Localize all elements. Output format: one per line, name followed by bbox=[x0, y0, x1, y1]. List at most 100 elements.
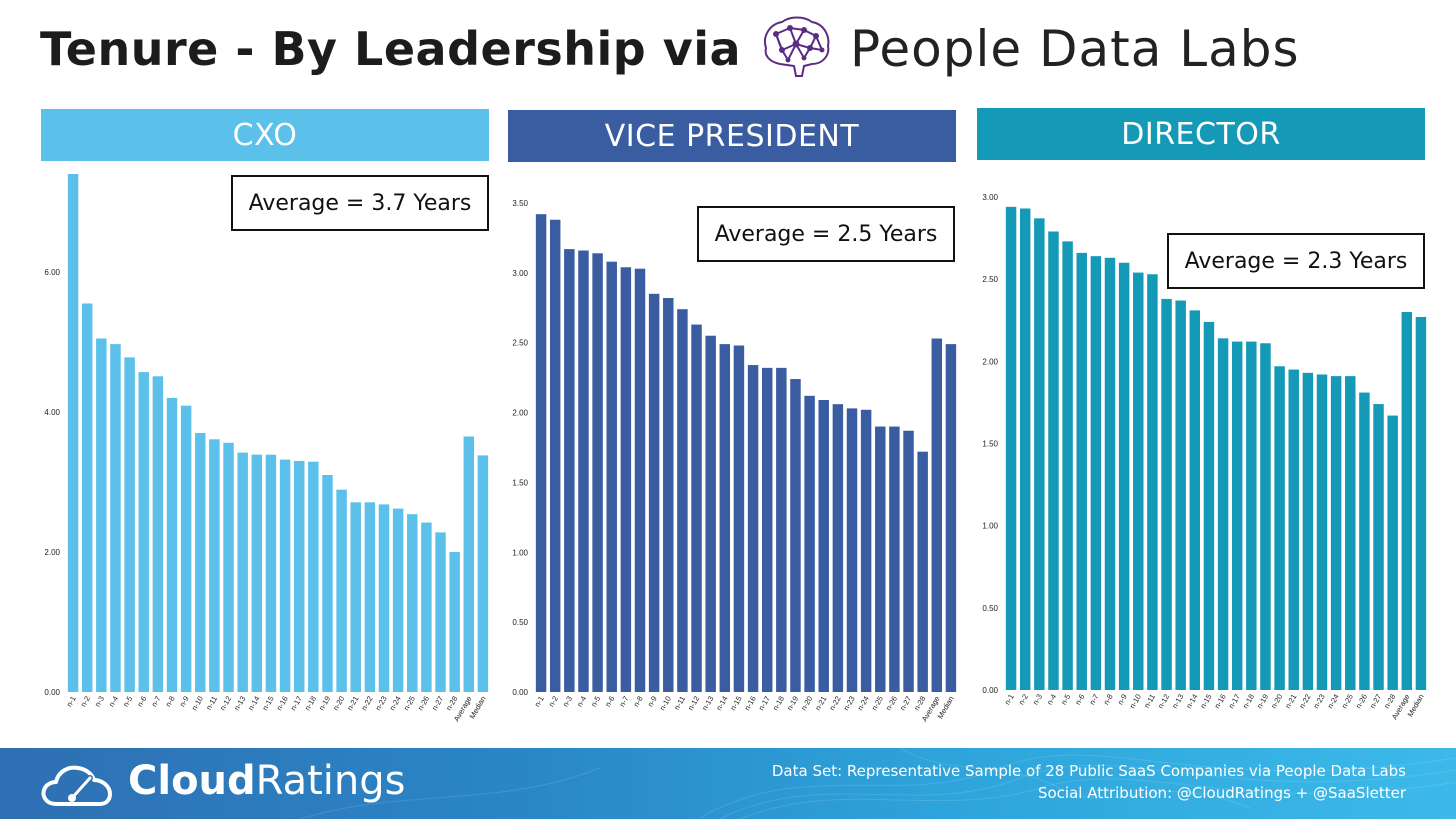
chart-cxo-svg: 0.00 2.00 4.00 6.00 n-1 n-2 n-3 n-4 n-5 n-6 n-7 n-8… bbox=[44, 174, 489, 723]
bar-n-12 bbox=[691, 324, 702, 692]
x-tick-label: n-20 bbox=[799, 695, 814, 713]
x-tick-label: n-26 bbox=[416, 695, 431, 713]
brand-light: Ratings bbox=[255, 758, 406, 804]
x-tick-label: n-25 bbox=[402, 695, 417, 713]
bar-n-10 bbox=[1133, 272, 1144, 690]
bar-n-1 bbox=[535, 214, 547, 692]
bar-n-23 bbox=[846, 408, 858, 692]
y-tick-label: 2.00 bbox=[44, 548, 60, 557]
bar-n-9 bbox=[1118, 262, 1130, 690]
y-tick-label: 2.50 bbox=[512, 339, 528, 348]
bar-n-16 bbox=[279, 459, 291, 692]
bar-n-19 bbox=[1260, 343, 1271, 690]
x-tick-label: n-22 bbox=[359, 695, 374, 713]
footnote-data-set: Data Set: Representative Sample of 28 Pu… bbox=[771, 762, 1406, 780]
x-tick-label: n-19 bbox=[317, 695, 332, 713]
x-tick-label: n-8 bbox=[164, 695, 177, 709]
bar-n-3 bbox=[1034, 218, 1045, 691]
cloud-ratings-brand: CloudRatings bbox=[128, 758, 405, 804]
bar-n-18 bbox=[308, 461, 319, 692]
x-tick-label: n-4 bbox=[1045, 693, 1058, 707]
bar-n-23 bbox=[378, 504, 390, 692]
y-tick-label: 3.00 bbox=[982, 193, 998, 202]
x-tick-label: n-13 bbox=[232, 695, 247, 713]
x-tick-label: n-10 bbox=[658, 695, 673, 713]
bar-n-22 bbox=[1302, 372, 1314, 690]
x-tick-label: n-1 bbox=[533, 695, 546, 709]
x-tick-label: n-21 bbox=[345, 695, 360, 713]
y-tick-label: 0.00 bbox=[44, 688, 60, 697]
bar-n-3 bbox=[96, 338, 107, 692]
average-annotation-vice-president: Average = 2.5 Years bbox=[697, 206, 955, 262]
bar-n-11 bbox=[209, 439, 220, 692]
y-tick-label: 1.50 bbox=[982, 440, 998, 449]
bar-n-16 bbox=[1217, 338, 1229, 690]
bar-n-24 bbox=[392, 508, 404, 692]
y-tick-label: 2.00 bbox=[512, 409, 528, 418]
panel-label: CXO bbox=[232, 117, 298, 153]
bar-n-1 bbox=[1005, 206, 1017, 691]
x-tick-label: n-10 bbox=[190, 695, 205, 713]
bar-n-28 bbox=[449, 552, 460, 692]
bar-n-6 bbox=[606, 261, 617, 692]
x-tick-label: n-15 bbox=[1198, 693, 1213, 711]
bar-n-12 bbox=[223, 442, 234, 692]
bar-n-22 bbox=[364, 502, 376, 692]
y-tick-label: 6.00 bbox=[44, 268, 60, 277]
bar-n-9 bbox=[648, 293, 660, 692]
bar-n-27 bbox=[1373, 404, 1384, 690]
x-tick-label: n-26 bbox=[884, 695, 899, 713]
footer-wave-pattern bbox=[299, 748, 1456, 819]
bar-n-8 bbox=[634, 268, 646, 692]
x-tick-label: n-20 bbox=[331, 695, 346, 713]
bar-n-4 bbox=[110, 344, 121, 692]
x-tick-label: n-25 bbox=[1340, 693, 1355, 711]
x-tick-label: n-24 bbox=[388, 695, 403, 713]
bar-n-4 bbox=[578, 250, 589, 692]
bar-n-15 bbox=[1203, 321, 1215, 690]
average-annotation-director: Average = 2.3 Years bbox=[1167, 233, 1425, 289]
bar-n-16 bbox=[747, 365, 759, 692]
bar-n-18 bbox=[776, 367, 787, 692]
x-tick-label: n-3 bbox=[93, 695, 106, 709]
bar-n-19 bbox=[790, 379, 801, 692]
x-tick-label: n-22 bbox=[1297, 693, 1312, 711]
people-data-labs-brain-icon bbox=[764, 16, 830, 77]
x-tick-label: n-19 bbox=[785, 695, 800, 713]
x-tick-label: n-21 bbox=[813, 695, 828, 713]
x-tick-label: n-12 bbox=[686, 695, 701, 713]
x-tick-label: n-3 bbox=[561, 695, 574, 709]
x-tick-label: n-17 bbox=[289, 695, 304, 713]
x-tick-label: n-13 bbox=[700, 695, 715, 713]
chart-cxo: 0.00 2.00 4.00 6.00 n-1 n-2 n-3 n-4 n-5 n-6 n-7 n-8… bbox=[20, 170, 492, 745]
x-tick-label: n-16 bbox=[1213, 693, 1228, 711]
bar-n-17 bbox=[293, 461, 305, 692]
x-tick-label: n-7 bbox=[149, 695, 162, 709]
y-tick-label: 1.00 bbox=[982, 522, 998, 531]
bar-n-19 bbox=[322, 475, 333, 692]
bar-n-4 bbox=[1048, 231, 1059, 690]
x-tick-label: n-22 bbox=[827, 695, 842, 713]
x-tick-label: n-8 bbox=[632, 695, 645, 709]
bar-average bbox=[931, 338, 943, 692]
bar-n-28 bbox=[1387, 415, 1398, 690]
partner-name: People Data Labs bbox=[850, 20, 1300, 78]
bar-median bbox=[477, 455, 489, 692]
x-tick-label: n-7 bbox=[617, 695, 630, 709]
x-tick-label: n-5 bbox=[1059, 693, 1072, 707]
x-tick-label: n-11 bbox=[672, 695, 687, 712]
bar-n-20 bbox=[1274, 366, 1285, 690]
bar-average bbox=[1401, 312, 1413, 690]
panel-header-cxo: CXO bbox=[41, 109, 489, 161]
bar-n-1 bbox=[67, 174, 79, 692]
bar-n-6 bbox=[138, 372, 149, 692]
bar-n-17 bbox=[761, 367, 773, 692]
bar-n-11 bbox=[1147, 274, 1158, 690]
x-tick-label: n-24 bbox=[1326, 693, 1341, 711]
average-annotation-cxo: Average = 3.7 Years bbox=[231, 175, 489, 231]
bar-n-14 bbox=[1189, 310, 1201, 690]
x-tick-label: n-7 bbox=[1087, 693, 1100, 707]
bar-n-27 bbox=[435, 532, 446, 692]
x-tick-label: n-11 bbox=[204, 695, 219, 712]
bar-n-21 bbox=[818, 400, 829, 692]
